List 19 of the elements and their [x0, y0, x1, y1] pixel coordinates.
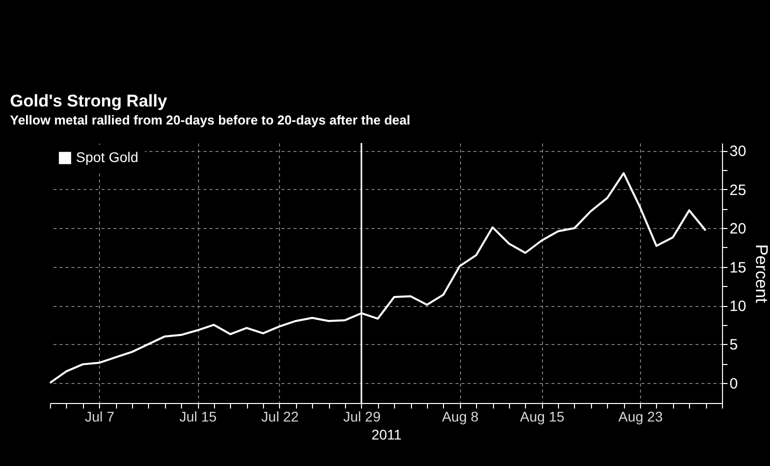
y-axis-title: Percent: [752, 244, 770, 304]
x-tick-label: Jul 7: [84, 408, 115, 424]
chart-title: Gold's Strong Rally: [10, 91, 168, 110]
y-tick-label: 15: [730, 259, 746, 276]
x-tick-label: Jul 29: [343, 408, 381, 424]
legend-label: Spot Gold: [76, 149, 138, 165]
y-tick-label: 5: [730, 336, 738, 354]
y-tick-label: 25: [730, 182, 746, 199]
x-tick-label: Aug 23: [618, 408, 663, 424]
x-tick-label: Aug 15: [520, 408, 565, 424]
x-axis-title: 2011: [371, 426, 402, 442]
x-tick-label: Jul 22: [261, 408, 299, 424]
y-tick-label: 10: [730, 298, 746, 315]
y-tick-label: 20: [730, 220, 746, 238]
x-tick-label: Aug 8: [442, 408, 479, 424]
chart-subtitle: Yellow metal rallied from 20-days before to 20-days after the deal: [10, 112, 410, 128]
y-tick-label: 30: [730, 143, 746, 160]
x-tick-label: Jul 15: [179, 408, 217, 424]
y-tick-label: 0: [730, 375, 738, 392]
